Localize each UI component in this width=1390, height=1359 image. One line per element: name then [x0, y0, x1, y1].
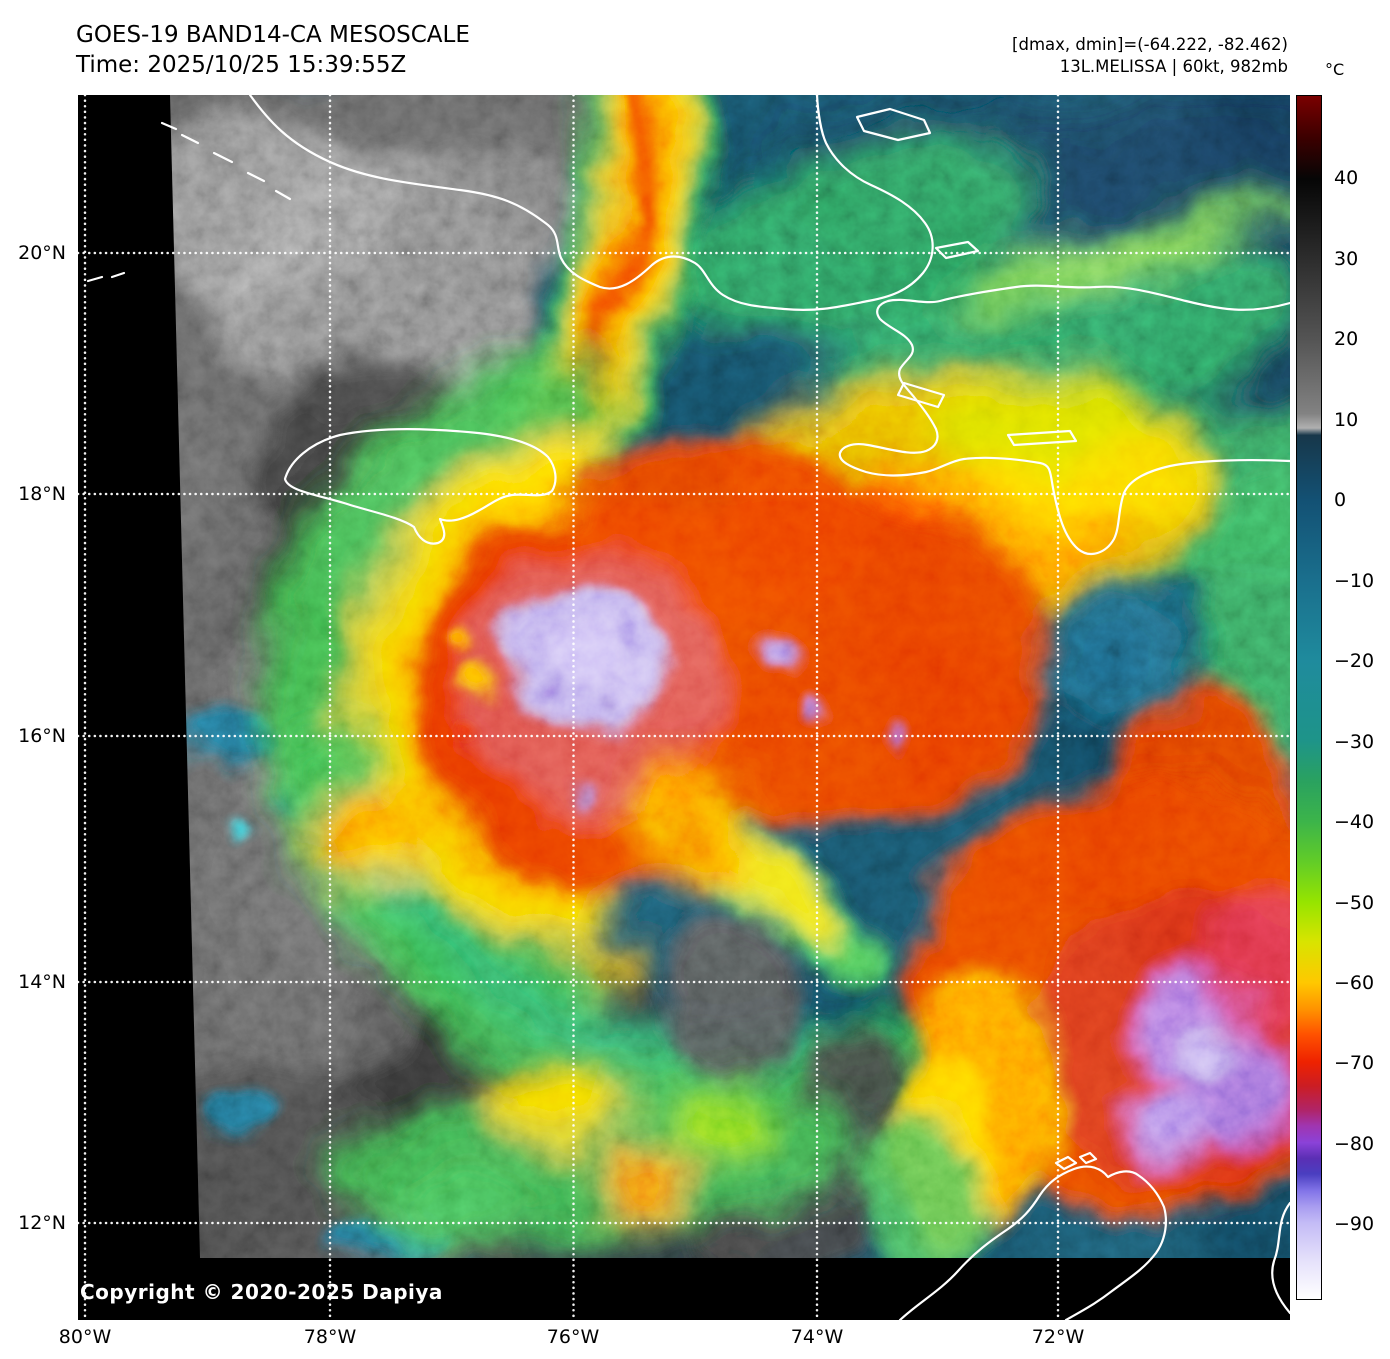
colorbar-tick: −40	[1334, 811, 1375, 833]
colorbar-tick: −10	[1334, 569, 1375, 592]
island-tortuga	[934, 240, 980, 260]
colorbar-tick: 20	[1334, 328, 1359, 350]
colorbar-gradient	[1296, 95, 1322, 1300]
coastline-south-america	[898, 1165, 1167, 1320]
colorbar-tick: −30	[1334, 730, 1375, 753]
islets-guajira	[1054, 1151, 1098, 1171]
page-title: GOES-19 BAND14-CA MESOSCALE	[76, 22, 470, 48]
colorbar-tick: −80	[1334, 1132, 1375, 1155]
lon-label-76w: 76°W	[546, 1326, 600, 1348]
lon-label-80w: 80°W	[58, 1326, 112, 1348]
lon-label-78w: 78°W	[303, 1326, 357, 1348]
coastlines	[86, 95, 1290, 1320]
lat-label-14n: 14°N	[18, 971, 66, 993]
copyright-watermark: Copyright © 2020-2025 Dapiya	[80, 1280, 443, 1304]
lat-label-18n: 18°N	[18, 483, 66, 505]
colorbar-tick: 10	[1334, 408, 1359, 431]
lon-label-74w: 74°W	[790, 1326, 844, 1348]
colorbar-tick: 0	[1334, 489, 1347, 511]
annotation-block: [dmax, dmin]=(-64.222, -82.462) 13L.MELI…	[1012, 34, 1288, 78]
colorbar-tick: 30	[1334, 248, 1359, 270]
cloud-mottle-overlay	[170, 95, 1290, 1258]
lat-label-20n: 20°N	[18, 242, 66, 264]
colorbar-tick: −50	[1334, 891, 1375, 914]
coastline-cuba	[248, 95, 934, 311]
island-great-inagua	[855, 107, 932, 142]
colorbar-tick: 40	[1334, 167, 1359, 189]
ir-cloud-art	[170, 95, 1290, 1258]
islands-cayman	[86, 121, 292, 283]
colorbar-tick: −20	[1334, 650, 1375, 672]
coastline-fragment-east	[1271, 1201, 1290, 1315]
lake-enriquillo	[1006, 429, 1078, 447]
dmax-dmin-annotation: [dmax, dmin]=(-64.222, -82.462)	[1012, 35, 1288, 54]
colorbar-unit-label: °C	[1325, 60, 1345, 79]
colorbar-tick: −90	[1334, 1213, 1375, 1235]
coastline-hispaniola	[838, 284, 1290, 556]
lon-label-72w: 72°W	[1031, 1326, 1085, 1348]
lat-label-12n: 12°N	[18, 1212, 66, 1234]
timestamp: Time: 2025/10/25 15:39:55Z	[76, 52, 407, 78]
storm-annotation: 13L.MELISSA | 60kt, 982mb	[1059, 57, 1288, 76]
island-gonave	[896, 381, 946, 409]
lat-label-16n: 16°N	[18, 725, 66, 747]
coastline-jamaica	[283, 428, 557, 545]
satellite-map	[78, 95, 1290, 1320]
latlon-gridlines	[78, 95, 1290, 1320]
colorbar-tick: −60	[1334, 972, 1375, 994]
colorbar-tick: −70	[1334, 1052, 1375, 1074]
